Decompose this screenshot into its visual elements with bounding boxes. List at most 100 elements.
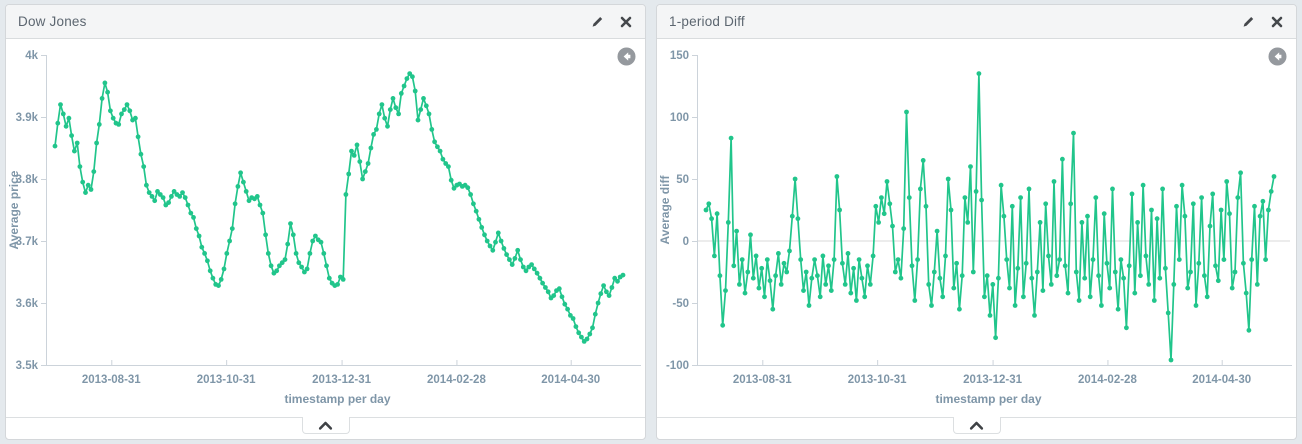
remove-panel-button[interactable] — [619, 15, 633, 29]
data-point — [714, 211, 720, 217]
data-point — [587, 331, 593, 337]
panel-title: 1-period Diff — [669, 14, 745, 29]
data-point — [1151, 298, 1157, 303]
data-point — [141, 164, 147, 169]
data-point — [263, 232, 268, 238]
data-point — [1232, 269, 1238, 275]
data-point — [515, 247, 521, 253]
data-point — [1129, 191, 1135, 197]
data-point — [1073, 269, 1079, 275]
data-point — [1060, 156, 1065, 162]
data-point — [1249, 257, 1255, 262]
data-point — [421, 96, 426, 101]
data-point — [837, 207, 842, 213]
pencil-icon — [592, 17, 602, 27]
data-point — [493, 239, 498, 245]
data-point — [1068, 201, 1074, 207]
data-point — [371, 132, 376, 137]
data-point — [851, 265, 856, 271]
data-point — [72, 148, 77, 154]
close-icon — [1271, 16, 1283, 27]
back-button[interactable] — [617, 47, 636, 66]
collapse-panel-button[interactable] — [301, 417, 350, 434]
edit-panel-button[interactable] — [590, 15, 604, 29]
data-point — [1238, 170, 1243, 176]
data-point — [490, 247, 496, 253]
data-point — [205, 258, 210, 264]
data-point — [171, 189, 177, 194]
data-point — [1224, 179, 1230, 184]
data-point — [354, 142, 360, 148]
data-point — [398, 91, 404, 96]
data-point — [418, 107, 424, 112]
chart-svg[interactable]: 4k 3.9k 3.8k 3.7k 3.6k 3.5k 2013-08-31 2013-10-… — [6, 39, 645, 417]
data-point — [415, 117, 421, 123]
remove-panel-button[interactable] — [1270, 15, 1284, 29]
data-point — [1009, 203, 1015, 209]
x-axis-title: timestamp per day — [284, 392, 390, 406]
circle-left-arrow-icon — [617, 47, 636, 66]
data-point — [865, 263, 870, 269]
data-point — [193, 226, 199, 232]
data-point — [243, 189, 249, 194]
data-point — [238, 170, 244, 176]
data-point — [451, 185, 457, 191]
data-point — [1124, 325, 1129, 331]
data-point — [80, 179, 86, 185]
data-point — [887, 201, 893, 207]
data-point — [218, 277, 224, 282]
data-point — [83, 190, 88, 196]
chart-canvas-1-period-diff[interactable]: 150 100 50 0 -50 -100 2013-08-31 2013-10-31 2013… — [657, 39, 1296, 417]
data-point — [556, 286, 562, 292]
data-point — [976, 71, 982, 76]
data-point — [1252, 203, 1257, 209]
y-axis-title: Average price — [7, 170, 21, 249]
pencil-icon — [1243, 17, 1253, 27]
data-point — [826, 263, 831, 269]
chart-canvas-dow-jones[interactable]: 4k 3.9k 3.8k 3.7k 3.6k 3.5k 2013-08-31 2013-10-… — [6, 39, 645, 417]
data-point — [446, 164, 451, 169]
data-point — [1185, 285, 1191, 291]
data-point — [202, 251, 208, 256]
data-point — [1190, 201, 1196, 207]
data-point — [734, 228, 739, 234]
chart-svg[interactable]: 150 100 50 0 -50 -100 2013-08-31 2013-10-31 2013… — [657, 39, 1296, 417]
data-point — [1062, 263, 1068, 269]
panel-header-actions — [590, 15, 633, 29]
data-point — [149, 194, 155, 199]
data-point — [293, 251, 299, 256]
data-point — [723, 288, 728, 293]
edit-panel-button[interactable] — [1241, 15, 1255, 29]
data-point — [133, 115, 138, 121]
data-point — [742, 290, 748, 296]
data-point — [787, 248, 792, 254]
panel-1-period-diff: 1-period Diff 150 100 50 0 -50 -100 2013-08-31… — [656, 4, 1297, 440]
data-point — [199, 244, 205, 250]
data-point — [207, 268, 213, 274]
collapse-panel-button[interactable] — [952, 417, 1001, 434]
data-point — [1043, 201, 1049, 207]
data-point — [817, 294, 823, 300]
series-line — [54, 72, 624, 343]
y-tick-label: 3.6k — [16, 298, 39, 310]
data-point — [762, 294, 767, 300]
back-button[interactable] — [1268, 47, 1287, 66]
data-point — [717, 273, 723, 279]
data-point — [390, 96, 396, 101]
data-point — [859, 275, 865, 281]
data-point — [1146, 282, 1152, 287]
data-point — [385, 123, 390, 129]
data-point — [1227, 211, 1232, 217]
data-point — [915, 257, 920, 262]
data-point — [590, 325, 595, 331]
data-point — [929, 303, 934, 308]
data-point — [351, 153, 357, 158]
data-point — [1026, 186, 1032, 192]
data-point — [393, 105, 399, 111]
data-point — [448, 177, 454, 183]
data-point — [91, 169, 97, 175]
data-point — [1093, 195, 1099, 201]
data-point — [1165, 310, 1171, 316]
data-point — [1054, 273, 1060, 279]
data-point — [520, 264, 526, 270]
